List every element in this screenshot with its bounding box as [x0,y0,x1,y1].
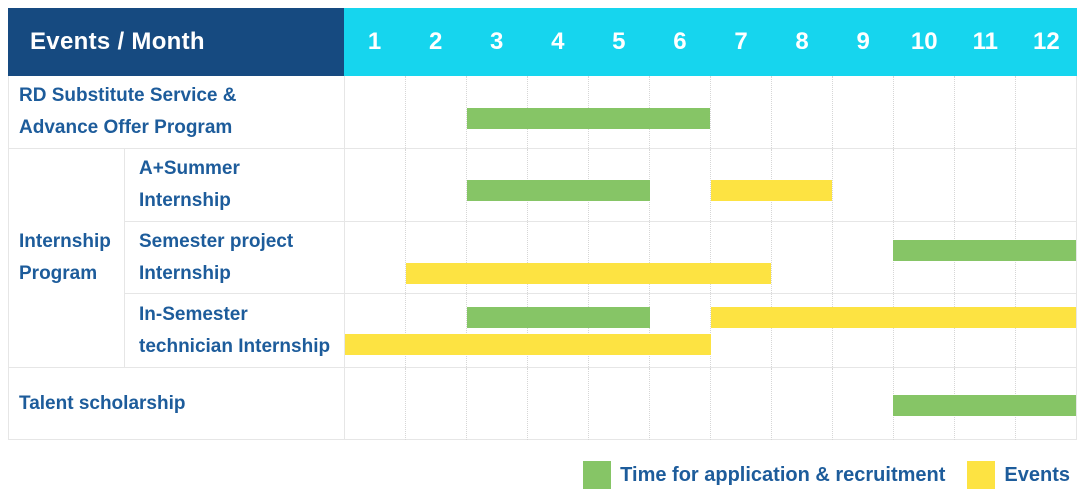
month-column [345,368,405,440]
application-recruitment-bar [466,307,650,329]
row-label-a-plus-summer: A+Summer Internship [125,149,345,221]
legend: Time for application & recruitment Event… [583,461,1070,489]
month-column [771,221,832,294]
month-label: 4 [551,28,565,55]
month-column [466,368,527,440]
row-timeline [345,368,1076,440]
row-in-semester-technician-internship: In-Semester technician Internship [125,294,1076,367]
month-column [345,149,405,221]
row-semester-project-internship: Semester project Internship [125,221,1076,295]
month-column [405,76,466,148]
legend-label-application-recruitment: Time for application & recruitment [620,463,946,486]
month-column [649,368,710,440]
events-bar [710,180,833,201]
schedule-table: Events / Month 1 2 3 4 5 6 7 8 9 10 11 12 RD Substi… [8,8,1077,440]
legend-item-events: Events [967,461,1070,489]
month-column [832,368,893,440]
month-column [405,221,466,294]
month-column [1015,76,1076,148]
month-label: 9 [856,28,870,55]
month-column [405,149,466,221]
month-column [710,76,771,148]
month-column [832,221,893,294]
month-column [649,221,710,294]
month-column [954,76,1015,148]
row-timeline [345,221,1076,294]
events-bar [710,307,1076,329]
month-column [710,221,771,294]
month-column [466,294,527,367]
month-column [710,294,771,367]
row-timeline [345,149,1076,221]
month-column [466,149,527,221]
month-column [345,294,405,367]
month-column [832,149,893,221]
month-label: 6 [673,28,687,55]
month-column [893,294,954,367]
month-column [649,149,710,221]
month-label: 8 [795,28,809,55]
row-label-rd-substitute: RD Substitute Service & Advance Offer Pr… [9,76,345,148]
row-label-in-semester-technician: In-Semester technician Internship [125,294,345,367]
month-label: 10 [910,28,938,55]
month-column [893,149,954,221]
application-recruitment-bar [893,239,1076,261]
month-column [527,221,588,294]
month-column [466,221,527,294]
group-label-internship-program: Internship Program [9,149,125,367]
row-label-talent-scholarship: Talent scholarship [9,368,345,440]
month-column [527,294,588,367]
row-timeline [345,76,1076,148]
month-column [345,222,405,294]
month-column [405,368,466,440]
month-column [527,368,588,440]
yellow-swatch-icon [967,461,996,489]
header-title: Events / Month [8,8,344,76]
month-column [649,294,710,367]
events-bar [405,262,772,284]
application-recruitment-bar [466,180,650,201]
row-timeline [345,294,1076,367]
row-a-plus-summer-internship: A+Summer Internship [125,149,1076,222]
internship-subrows: A+Summer Internship Semester project Int… [125,149,1076,367]
month-label: 2 [428,28,443,55]
green-swatch-icon [583,461,612,489]
month-label: 12 [1033,28,1060,55]
row-rd-substitute-service: RD Substitute Service & Advance Offer Pr… [9,76,1076,149]
month-column [893,76,954,148]
month-column [832,76,893,148]
month-column [588,294,649,367]
application-recruitment-bar [466,108,711,129]
month-column [588,368,649,440]
row-talent-scholarship: Talent scholarship [9,368,1076,440]
month-column [771,368,832,440]
month-column [771,76,832,148]
month-column [1015,294,1076,367]
month-column [588,221,649,294]
month-header: 1 2 3 4 5 6 7 8 9 10 11 12 [344,8,1077,76]
month-column [466,76,527,148]
month-column [1015,149,1076,221]
events-bar [345,334,711,356]
month-column [710,368,771,440]
month-column [345,76,405,148]
month-label: 7 [734,28,748,55]
month-label: 3 [490,28,504,55]
internship-program-block: Internship Program A+Summer Internship S… [9,149,1076,368]
month-label: 11 [972,28,998,55]
row-label-semester-project: Semester project Internship [125,221,345,294]
month-column [771,294,832,367]
month-column [954,294,1015,367]
legend-label-events: Events [1004,463,1070,486]
month-label: 5 [612,28,626,55]
month-column [405,294,466,367]
month-column [832,294,893,367]
legend-item-application-recruitment: Time for application & recruitment [583,461,945,489]
application-recruitment-bar [893,395,1076,416]
month-label: 1 [367,28,382,55]
table-header-row: Events / Month 1 2 3 4 5 6 7 8 9 10 11 12 [8,8,1077,76]
month-column [954,149,1015,221]
